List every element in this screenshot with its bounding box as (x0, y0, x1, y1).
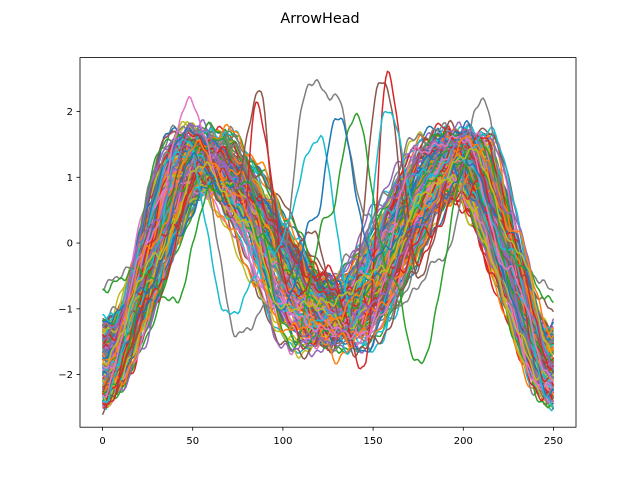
series-line-172 (102, 122, 554, 378)
axes-frame (79, 57, 577, 428)
series-line-170 (102, 95, 554, 398)
y-axis: −2 −1 0 1 2 (58, 107, 80, 381)
series-line-173 (102, 135, 555, 366)
x-axis: 0 50 100 150 200 250 (99, 427, 563, 447)
y-tick-label: −1 (58, 304, 73, 315)
series-line-168 (102, 110, 555, 409)
y-tick-label: 0 (67, 239, 73, 250)
x-tick-label: 150 (364, 436, 383, 447)
x-tick-label: 50 (186, 436, 199, 447)
y-tick-label: −2 (58, 370, 73, 381)
y-tick-label: 1 (67, 173, 73, 184)
series-line-174 (102, 147, 554, 366)
chart-title: ArrowHead (280, 11, 359, 27)
x-tick-label: 100 (273, 436, 292, 447)
series-lines (101, 70, 555, 416)
x-tick-label: 250 (544, 436, 563, 447)
x-tick-label: 0 (99, 436, 105, 447)
series-line-164 (102, 139, 555, 380)
series-line-165 (102, 78, 554, 338)
series-line-167 (102, 70, 555, 407)
series-line-160 (102, 167, 555, 399)
x-tick-label: 200 (454, 436, 473, 447)
series-line-153 (101, 131, 555, 397)
y-tick-label: 2 (67, 107, 73, 118)
series-line-171 (102, 117, 554, 342)
